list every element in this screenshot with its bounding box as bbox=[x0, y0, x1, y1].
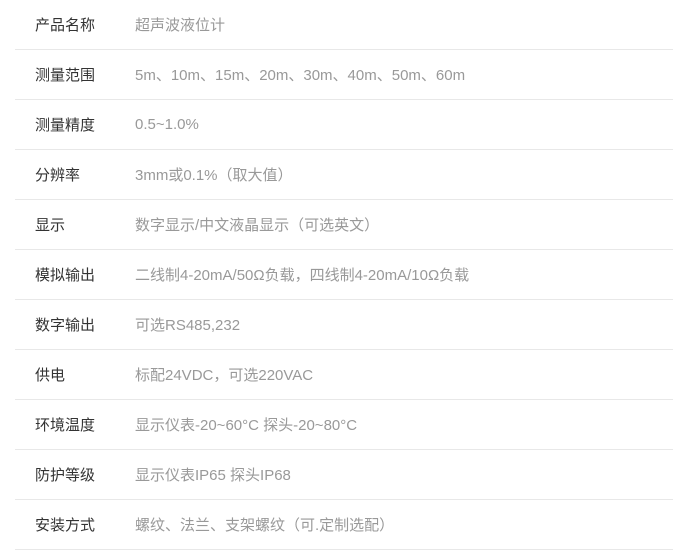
spec-label: 分辨率 bbox=[15, 164, 125, 185]
spec-label: 显示 bbox=[15, 214, 125, 235]
spec-value: 数字显示/中文液晶显示（可选英文） bbox=[125, 214, 673, 235]
table-row: 测量精度 0.5~1.0% bbox=[15, 100, 673, 150]
spec-label: 环境温度 bbox=[15, 414, 125, 435]
spec-label: 供电 bbox=[15, 364, 125, 385]
table-row: 分辨率 3mm或0.1%（取大值） bbox=[15, 150, 673, 200]
spec-value: 标配24VDC，可选220VAC bbox=[125, 364, 673, 385]
spec-label: 防护等级 bbox=[15, 464, 125, 485]
table-row: 产品名称 超声波液位计 bbox=[15, 0, 673, 50]
spec-value: 5m、10m、15m、20m、30m、40m、50m、60m bbox=[125, 64, 673, 85]
spec-value: 显示仪表-20~60°C 探头-20~80°C bbox=[125, 414, 673, 435]
spec-value: 0.5~1.0% bbox=[125, 116, 673, 133]
spec-label: 产品名称 bbox=[15, 14, 125, 35]
spec-value: 显示仪表IP65 探头IP68 bbox=[125, 464, 673, 485]
table-row: 显示 数字显示/中文液晶显示（可选英文） bbox=[15, 200, 673, 250]
spec-value: 3mm或0.1%（取大值） bbox=[125, 164, 673, 185]
spec-label: 模拟输出 bbox=[15, 264, 125, 285]
spec-value: 超声波液位计 bbox=[125, 14, 673, 35]
spec-label: 测量范围 bbox=[15, 64, 125, 85]
table-row: 测量范围 5m、10m、15m、20m、30m、40m、50m、60m bbox=[15, 50, 673, 100]
table-row: 防护等级 显示仪表IP65 探头IP68 bbox=[15, 450, 673, 500]
spec-value: 螺纹、法兰、支架螺纹（可.定制选配） bbox=[125, 514, 673, 535]
spec-label: 安装方式 bbox=[15, 514, 125, 535]
table-row: 安装方式 螺纹、法兰、支架螺纹（可.定制选配） bbox=[15, 500, 673, 550]
spec-value: 二线制4-20mA/50Ω负载，四线制4-20mA/10Ω负载 bbox=[125, 264, 673, 285]
table-row: 环境温度 显示仪表-20~60°C 探头-20~80°C bbox=[15, 400, 673, 450]
table-row: 数字输出 可选RS485,232 bbox=[15, 300, 673, 350]
spec-table: 产品名称 超声波液位计 测量范围 5m、10m、15m、20m、30m、40m、… bbox=[0, 0, 688, 550]
spec-value: 可选RS485,232 bbox=[125, 314, 673, 335]
table-row: 模拟输出 二线制4-20mA/50Ω负载，四线制4-20mA/10Ω负载 bbox=[15, 250, 673, 300]
spec-label: 数字输出 bbox=[15, 314, 125, 335]
table-row: 供电 标配24VDC，可选220VAC bbox=[15, 350, 673, 400]
spec-label: 测量精度 bbox=[15, 114, 125, 135]
